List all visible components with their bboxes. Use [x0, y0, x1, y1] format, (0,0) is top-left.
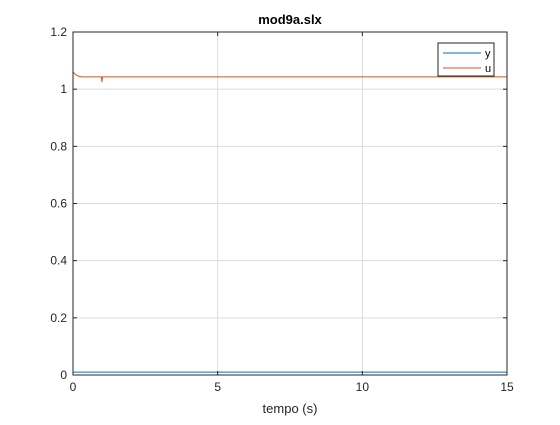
y-tick-label: 0.6: [50, 197, 67, 211]
legend-label-u: u: [485, 63, 491, 75]
y-tick-label: 0.8: [50, 139, 67, 153]
series-line-u: [72, 71, 507, 83]
x-tick-label: 10: [356, 380, 370, 394]
y-tick-label: 1.2: [50, 25, 67, 39]
y-tick-label: 0.2: [50, 311, 67, 325]
y-tick-label: 0: [60, 368, 67, 382]
series-layer: [72, 71, 507, 373]
x-axis-label: tempo (s): [263, 401, 318, 416]
x-tick-label: 0: [70, 380, 77, 394]
legend-box: [437, 42, 495, 77]
tick-labels: 0 5 10 15 0 0.2 0.4 0.6 0.8 1 1.2: [50, 25, 514, 394]
y-tick-label: 0.4: [50, 254, 67, 268]
grid: [73, 32, 507, 375]
chart-title: mod9a.slx: [258, 12, 322, 27]
x-tick-label: 15: [500, 380, 514, 394]
legend: y u: [437, 42, 495, 77]
y-tick-label: 1: [60, 82, 67, 96]
legend-label-y: y: [485, 48, 491, 60]
x-tick-label: 5: [214, 380, 221, 394]
ticks: [72, 31, 508, 376]
